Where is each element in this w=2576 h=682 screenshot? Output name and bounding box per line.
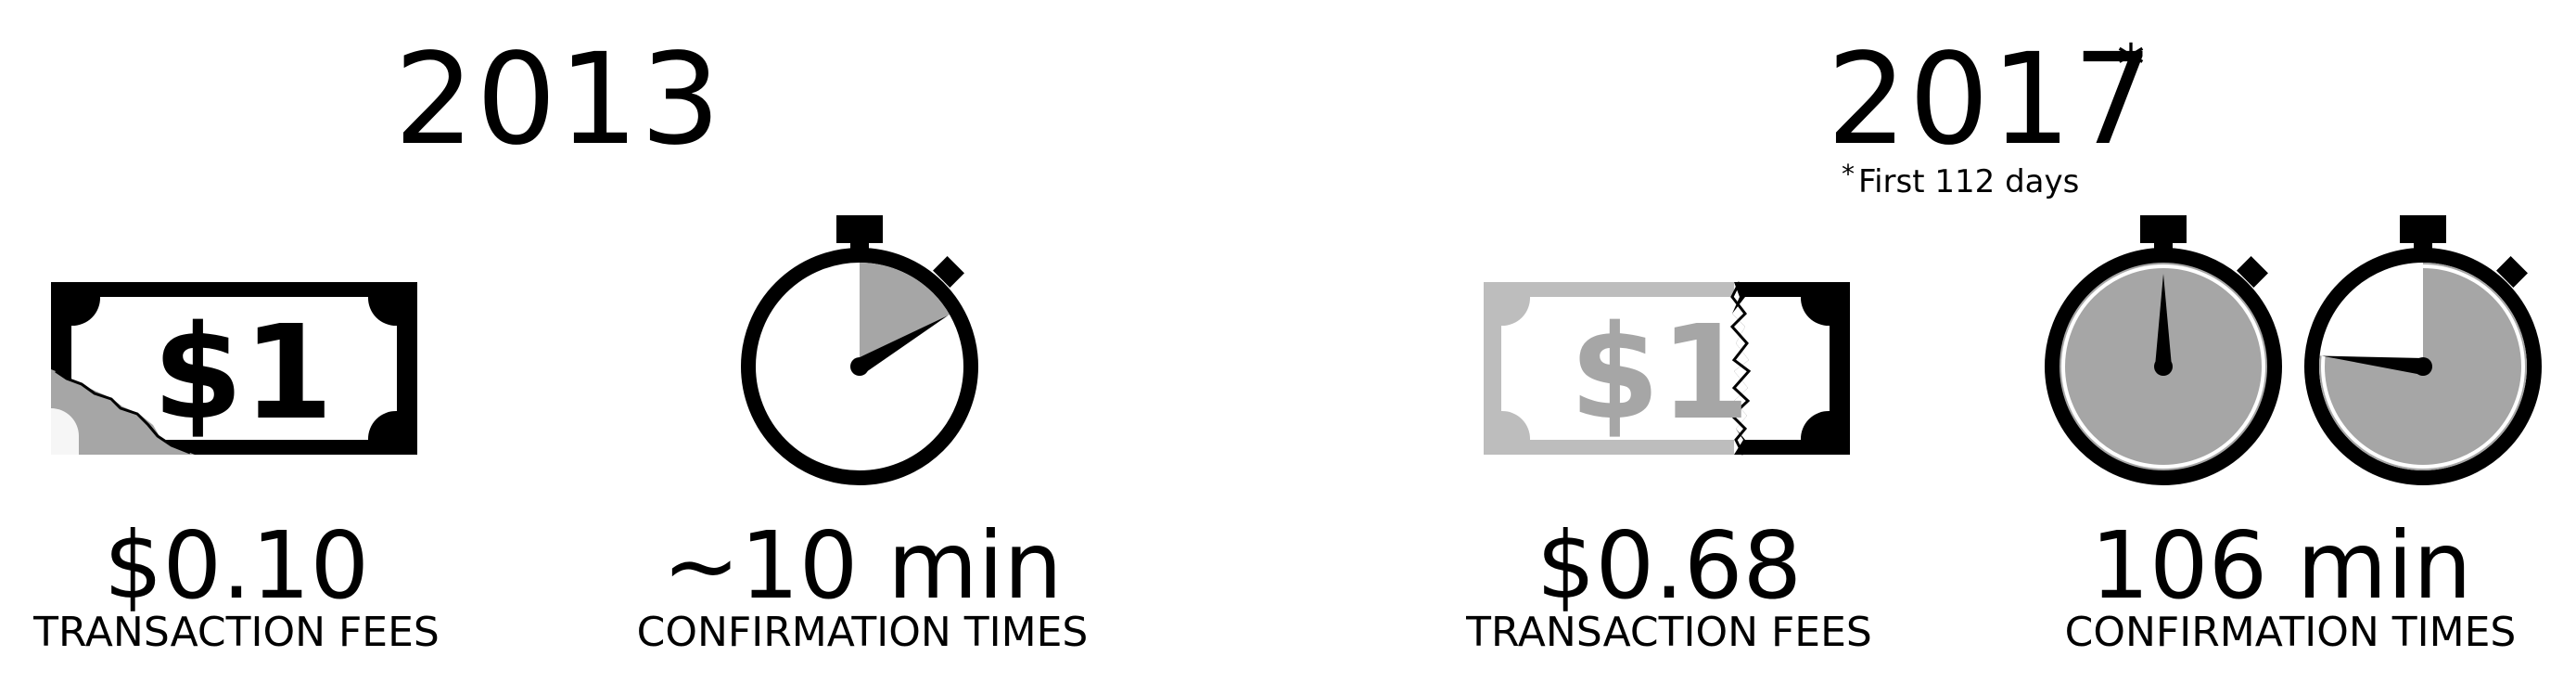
- fee-value-2017: $0.68: [1536, 511, 1803, 620]
- stopwatch-icon-2017-b: [2304, 215, 2542, 485]
- year-2013-title: 2013: [394, 27, 723, 174]
- fee-label-2013: TRANSACTION FEES: [33, 609, 440, 656]
- footnote: * First 112 days: [1842, 159, 2080, 200]
- stopwatch-2017b-button: [2400, 215, 2446, 243]
- stopwatch-2013-elapsed-wedge: [860, 263, 950, 367]
- footnote-marker: *: [1842, 159, 1855, 189]
- bill-2013-field: [71, 297, 397, 440]
- stopwatch-icon-2013: [741, 215, 978, 485]
- fee-value-2013: $0.10: [103, 511, 370, 620]
- dollar-bill-icon-2013: $1: [51, 282, 417, 455]
- bill-2013-label: $1: [153, 298, 334, 449]
- bill-2017-black-field: [1732, 297, 1830, 440]
- stopwatch-icon-2017-a: [2045, 215, 2282, 485]
- stopwatch-2017b-side-button: [2496, 256, 2528, 288]
- stopwatch-2017a-inner-ring: [2061, 264, 2265, 469]
- dollar-bill-icon-2017: $1: [1484, 281, 1850, 456]
- year-2017-title: 2017: [1827, 27, 2156, 174]
- bill-2017-gray-field: [1501, 297, 1734, 440]
- time-label-2013: CONFIRMATION TIMES: [636, 609, 1089, 656]
- stopwatch-2013-side-button: [933, 256, 964, 288]
- bill-2013-torn-piece: [51, 369, 195, 455]
- stopwatch-2017a-button: [2140, 215, 2187, 243]
- stopwatch-2017a-side-button: [2237, 256, 2268, 288]
- stopwatch-2013-pivot: [850, 357, 869, 376]
- time-value-2017: 106 min: [2090, 511, 2472, 620]
- stopwatch-2013-button: [836, 215, 883, 243]
- bill-2013-torn-notch: [51, 408, 79, 455]
- year-2017-asterisk: *: [2117, 32, 2145, 97]
- bill-2013-crack: [55, 369, 191, 455]
- stopwatch-2017b-pivot: [2414, 357, 2432, 376]
- time-value-2013: ~10 min: [662, 511, 1063, 620]
- bill-2017-tear: [1729, 281, 1752, 456]
- footnote-text: First 112 days: [1858, 163, 2080, 200]
- stopwatch-2013-hand: [855, 315, 949, 374]
- bill-2017-label: $1: [1570, 298, 1751, 449]
- fee-label-2017: TRANSACTION FEES: [1466, 609, 1872, 656]
- stopwatch-2017a-hand: [2155, 274, 2172, 367]
- stopwatch-2017a-pivot: [2154, 357, 2173, 376]
- time-label-2017: CONFIRMATION TIMES: [2064, 609, 2517, 656]
- stopwatch-2017b-inner-ring: [2321, 264, 2525, 469]
- stopwatch-2017b-hand: [2321, 355, 2424, 375]
